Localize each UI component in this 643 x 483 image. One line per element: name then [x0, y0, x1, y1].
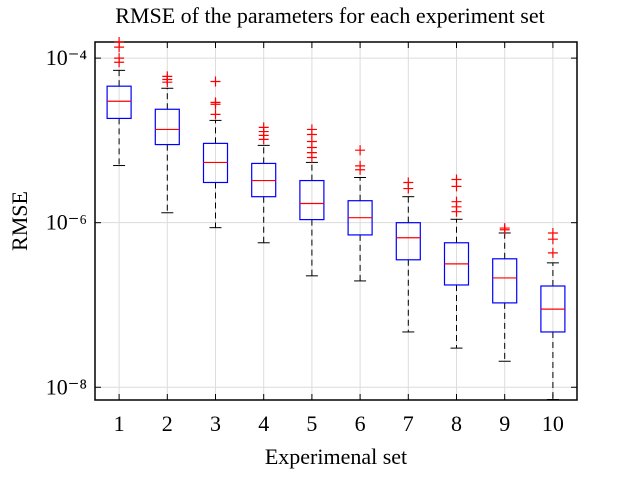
outlier	[306, 152, 317, 163]
outlier	[162, 77, 173, 88]
x-tick-label: 8	[451, 411, 462, 436]
x-tick-label: 10	[542, 411, 564, 436]
outlier	[210, 76, 221, 87]
x-tick-label: 7	[403, 411, 414, 436]
chart-title: RMSE of the parameters for each experime…	[115, 3, 544, 28]
box	[492, 258, 518, 304]
x-axis-label: Experimenal set	[265, 444, 407, 469]
plot-frame	[94, 41, 578, 401]
x-tick-label: 9	[499, 411, 510, 436]
outlier	[355, 145, 366, 156]
x-tick-label: 3	[210, 411, 221, 436]
outlier	[210, 109, 221, 120]
y-tick-label: 10⁻⁴	[46, 45, 88, 70]
x-tick-label: 2	[162, 411, 173, 436]
box	[154, 108, 180, 146]
outlier	[547, 234, 558, 245]
outlier	[114, 57, 125, 68]
outlier	[499, 224, 510, 235]
outlier	[547, 247, 558, 258]
outlier	[451, 206, 462, 217]
box	[395, 222, 421, 261]
y-tick-label: 10⁻⁶	[46, 210, 87, 235]
y-tick-label: 10⁻⁸	[46, 374, 87, 399]
outlier	[403, 183, 414, 194]
y-axis-label: RMSE	[7, 191, 32, 251]
box	[299, 179, 325, 221]
outlier	[355, 164, 366, 175]
x-tick-label: 4	[258, 411, 269, 436]
x-tick-label: 1	[114, 411, 125, 436]
outlier	[451, 181, 462, 192]
x-tick-label: 6	[355, 411, 366, 436]
box	[106, 85, 132, 120]
outlier	[210, 99, 221, 110]
outlier	[258, 134, 269, 145]
x-tick-label: 5	[306, 411, 317, 436]
outlier	[114, 42, 125, 53]
